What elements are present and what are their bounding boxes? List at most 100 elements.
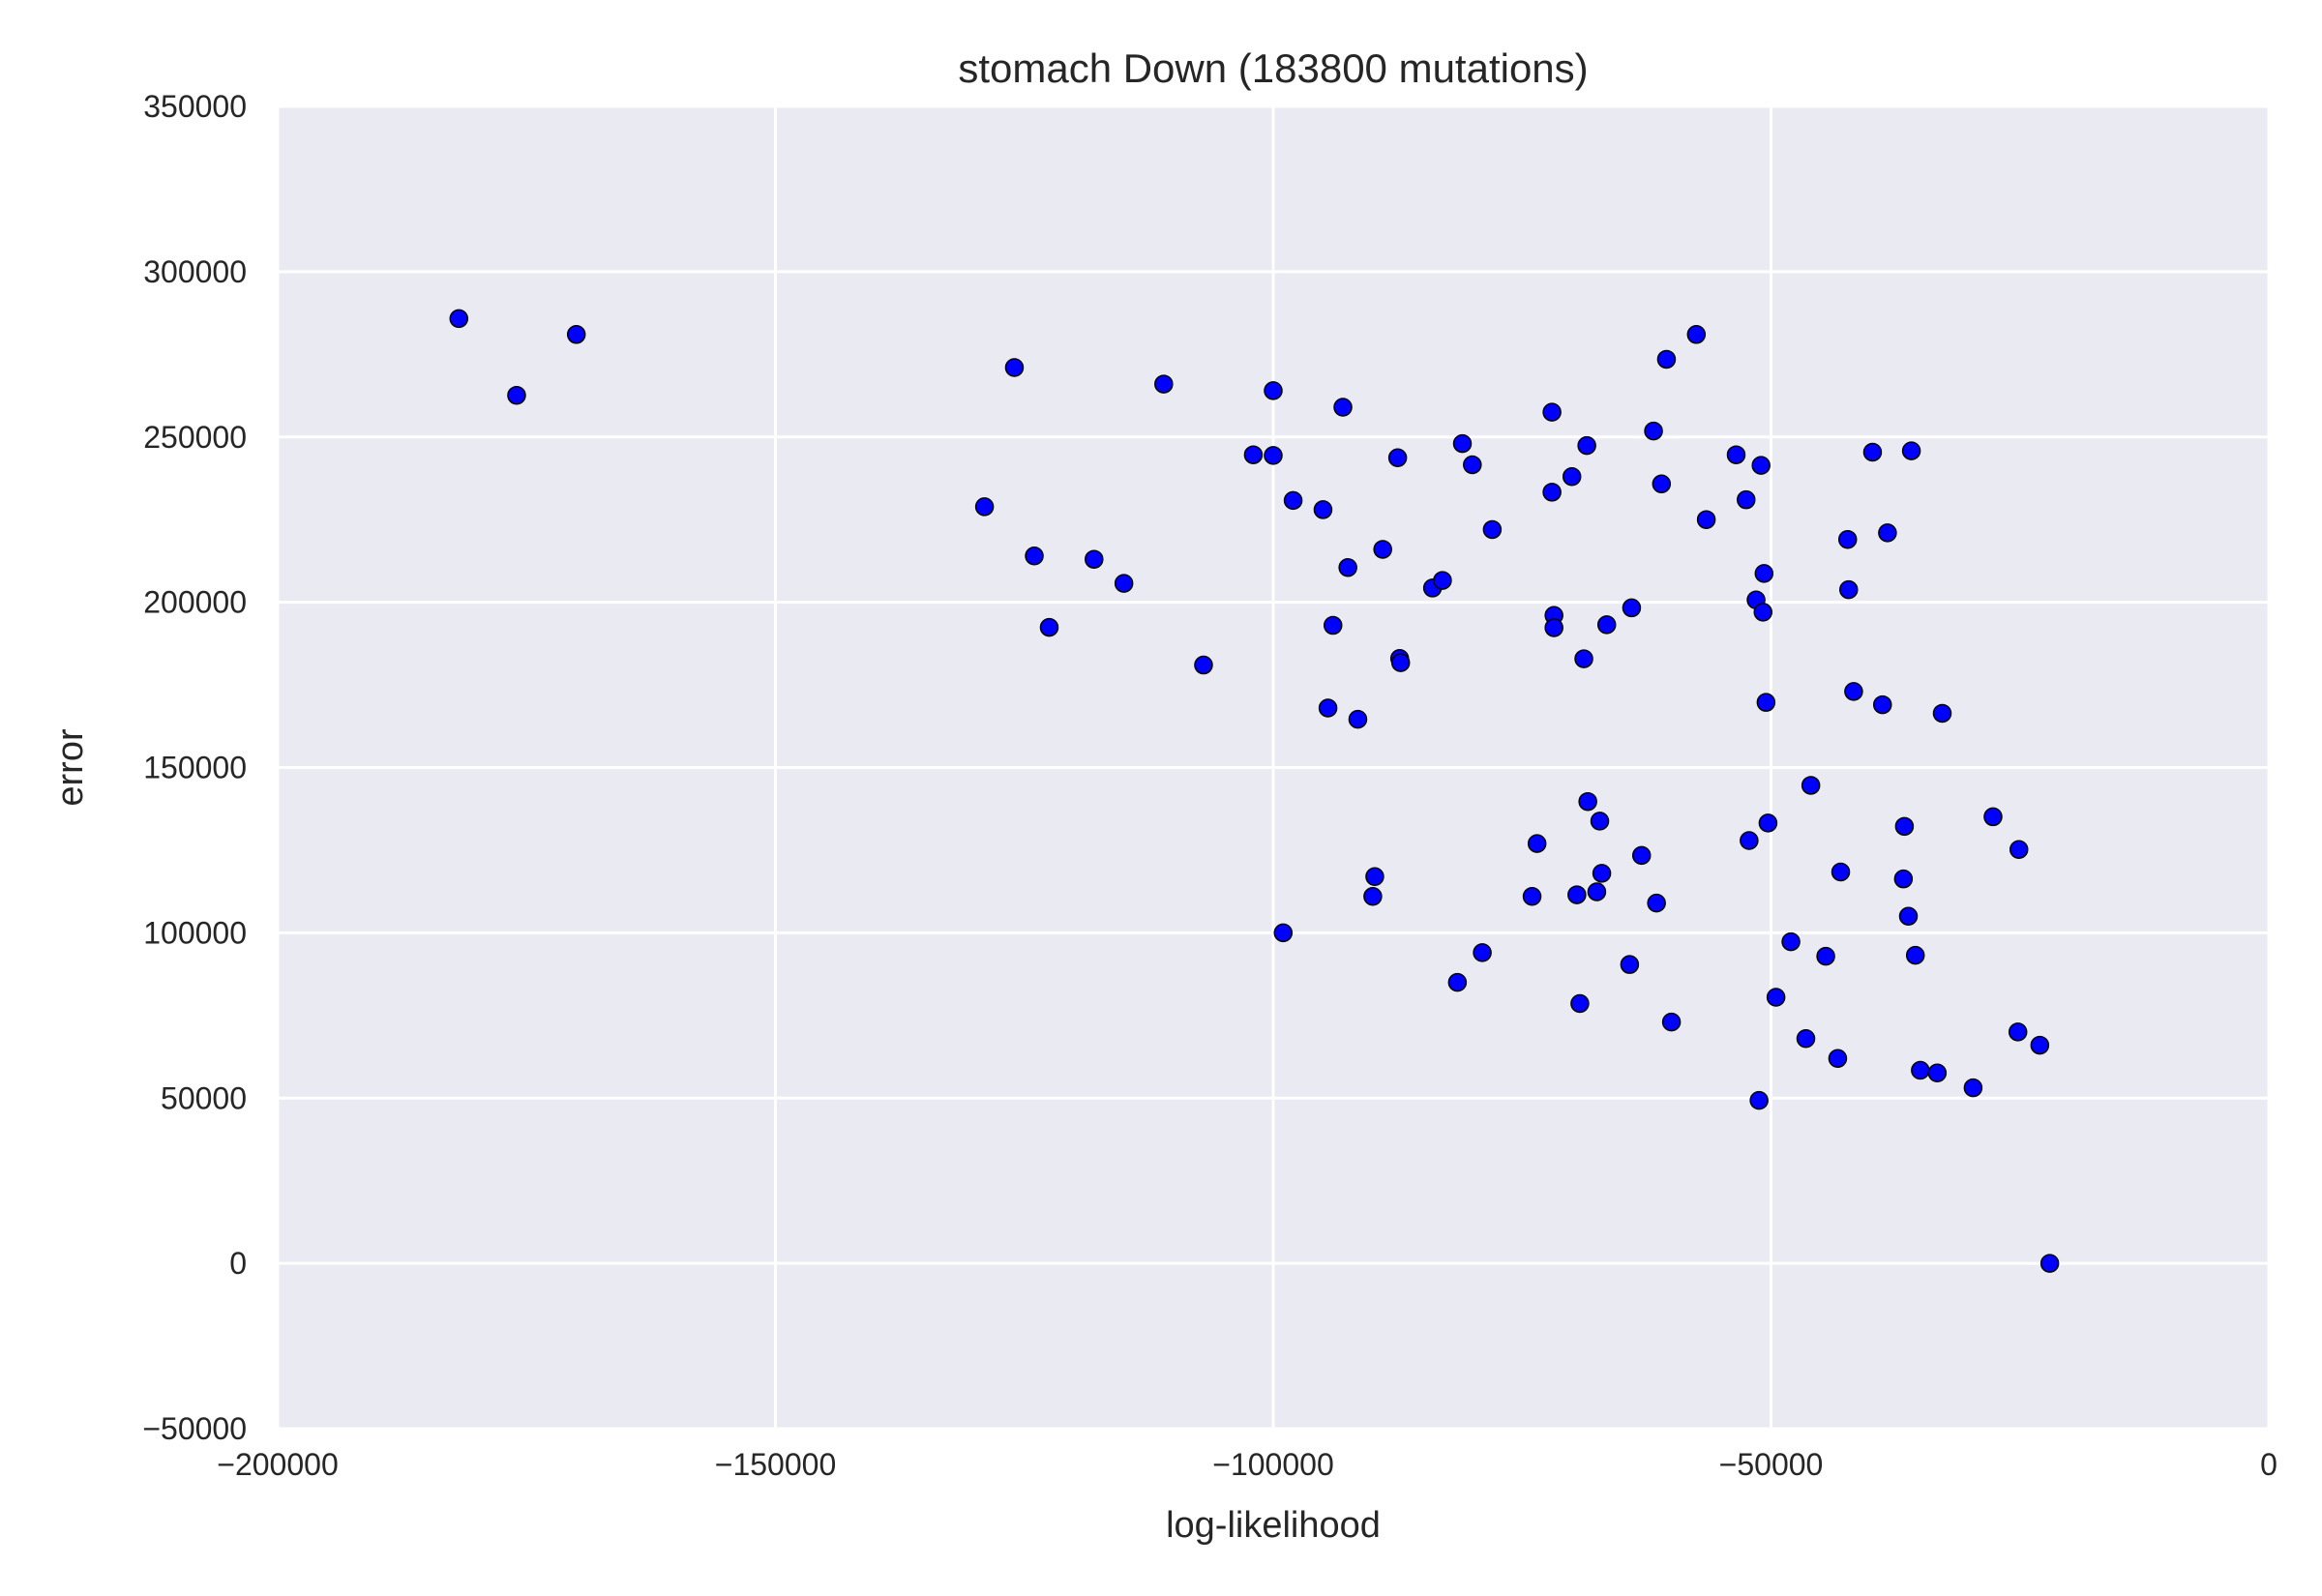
- data-point: [1631, 845, 1652, 866]
- y-tick-label: 100000: [143, 915, 247, 950]
- data-point: [1365, 867, 1384, 887]
- data-point: [1862, 442, 1883, 462]
- data-point: [1544, 618, 1563, 637]
- data-point: [1781, 931, 1801, 952]
- data-point: [1243, 445, 1264, 464]
- y-tick-label: 350000: [143, 89, 247, 124]
- data-point: [1363, 887, 1383, 906]
- data-point: [1831, 862, 1851, 882]
- data-point: [1686, 325, 1707, 344]
- data-point: [1542, 402, 1562, 422]
- data-point: [1390, 653, 1411, 672]
- data-point: [1753, 603, 1773, 622]
- data-point: [1154, 374, 1174, 394]
- data-point: [1828, 1049, 1848, 1068]
- data-point: [1696, 510, 1716, 529]
- data-point: [1542, 483, 1562, 502]
- data-point: [1596, 615, 1617, 635]
- chart-title: stomach Down (183800 mutations): [958, 45, 1588, 91]
- x-tick-label: −50000: [1719, 1447, 1824, 1482]
- data-point: [1313, 500, 1333, 519]
- y-tick-label: 50000: [161, 1080, 247, 1115]
- data-point: [1578, 791, 1597, 812]
- data-point: [1283, 490, 1303, 511]
- data-point: [1758, 813, 1778, 833]
- data-point: [1661, 1012, 1682, 1032]
- data-point: [1837, 529, 1858, 549]
- data-point: [1463, 455, 1482, 475]
- data-point: [1373, 540, 1392, 559]
- data-point: [1905, 945, 1925, 965]
- data-point: [1898, 906, 1919, 927]
- y-axis-title: error: [50, 728, 91, 807]
- data-point: [1901, 441, 1921, 460]
- x-tick-label: −200000: [217, 1447, 338, 1482]
- data-point: [1194, 655, 1213, 675]
- data-points: [449, 309, 2060, 1273]
- data-point: [1522, 887, 1542, 906]
- data-point: [1114, 574, 1134, 593]
- y-tick-label: −50000: [142, 1411, 247, 1446]
- data-point: [1333, 398, 1353, 417]
- x-tick-label: −100000: [1212, 1447, 1333, 1482]
- data-point: [1482, 519, 1503, 540]
- data-point: [1323, 615, 1343, 635]
- data-point: [1622, 598, 1642, 618]
- data-point: [449, 309, 469, 329]
- data-point: [1751, 456, 1771, 475]
- y-tick-label: 0: [229, 1246, 247, 1281]
- data-point: [1644, 421, 1663, 441]
- data-point: [2030, 1035, 2050, 1055]
- data-point: [1652, 474, 1672, 494]
- data-point: [2009, 840, 2029, 860]
- y-tick-label: 250000: [143, 420, 247, 455]
- data-point: [1844, 682, 1863, 701]
- data-point: [1927, 1063, 1948, 1083]
- data-point: [1911, 1060, 1930, 1080]
- data-point: [1348, 709, 1368, 729]
- y-tick-label: 200000: [143, 585, 247, 620]
- data-point: [1590, 812, 1610, 831]
- data-point: [1754, 564, 1774, 583]
- data-point: [1726, 445, 1746, 464]
- data-point: [1587, 882, 1607, 901]
- data-point: [1338, 557, 1357, 577]
- data-point: [1894, 816, 1915, 837]
- data-point: [1577, 435, 1596, 456]
- data-point: [1816, 946, 1835, 966]
- data-point: [1932, 703, 1952, 724]
- data-point: [1264, 381, 1283, 400]
- data-point: [1264, 446, 1283, 465]
- x-axis-title: log-likelihood: [1166, 1505, 1381, 1546]
- data-point: [1574, 649, 1593, 668]
- data-point: [507, 385, 526, 405]
- data-point: [1620, 955, 1640, 974]
- data-point: [1273, 923, 1294, 943]
- data-point: [1452, 433, 1473, 454]
- data-point: [1527, 834, 1547, 853]
- data-point: [1433, 571, 1452, 590]
- data-point: [1570, 993, 1590, 1014]
- data-point: [1740, 831, 1759, 850]
- data-point: [566, 325, 586, 344]
- data-point: [1004, 358, 1025, 377]
- data-point: [1756, 693, 1776, 712]
- data-point: [1387, 448, 1408, 468]
- data-point: [1963, 1078, 1983, 1098]
- data-point: [1647, 893, 1666, 913]
- data-point: [1447, 972, 1468, 992]
- data-point: [1318, 698, 1338, 718]
- data-point: [1749, 1090, 1769, 1110]
- data-point: [1983, 807, 2003, 827]
- data-point: [1085, 549, 1104, 569]
- x-tick-label: 0: [2260, 1447, 2277, 1482]
- data-point: [1039, 617, 1059, 637]
- data-point: [1592, 864, 1612, 883]
- data-point: [1473, 943, 1492, 962]
- data-point: [974, 497, 995, 517]
- data-point: [1839, 579, 1859, 600]
- data-point: [1766, 988, 1786, 1007]
- data-point: [1025, 547, 1044, 566]
- data-point: [1796, 1028, 1816, 1049]
